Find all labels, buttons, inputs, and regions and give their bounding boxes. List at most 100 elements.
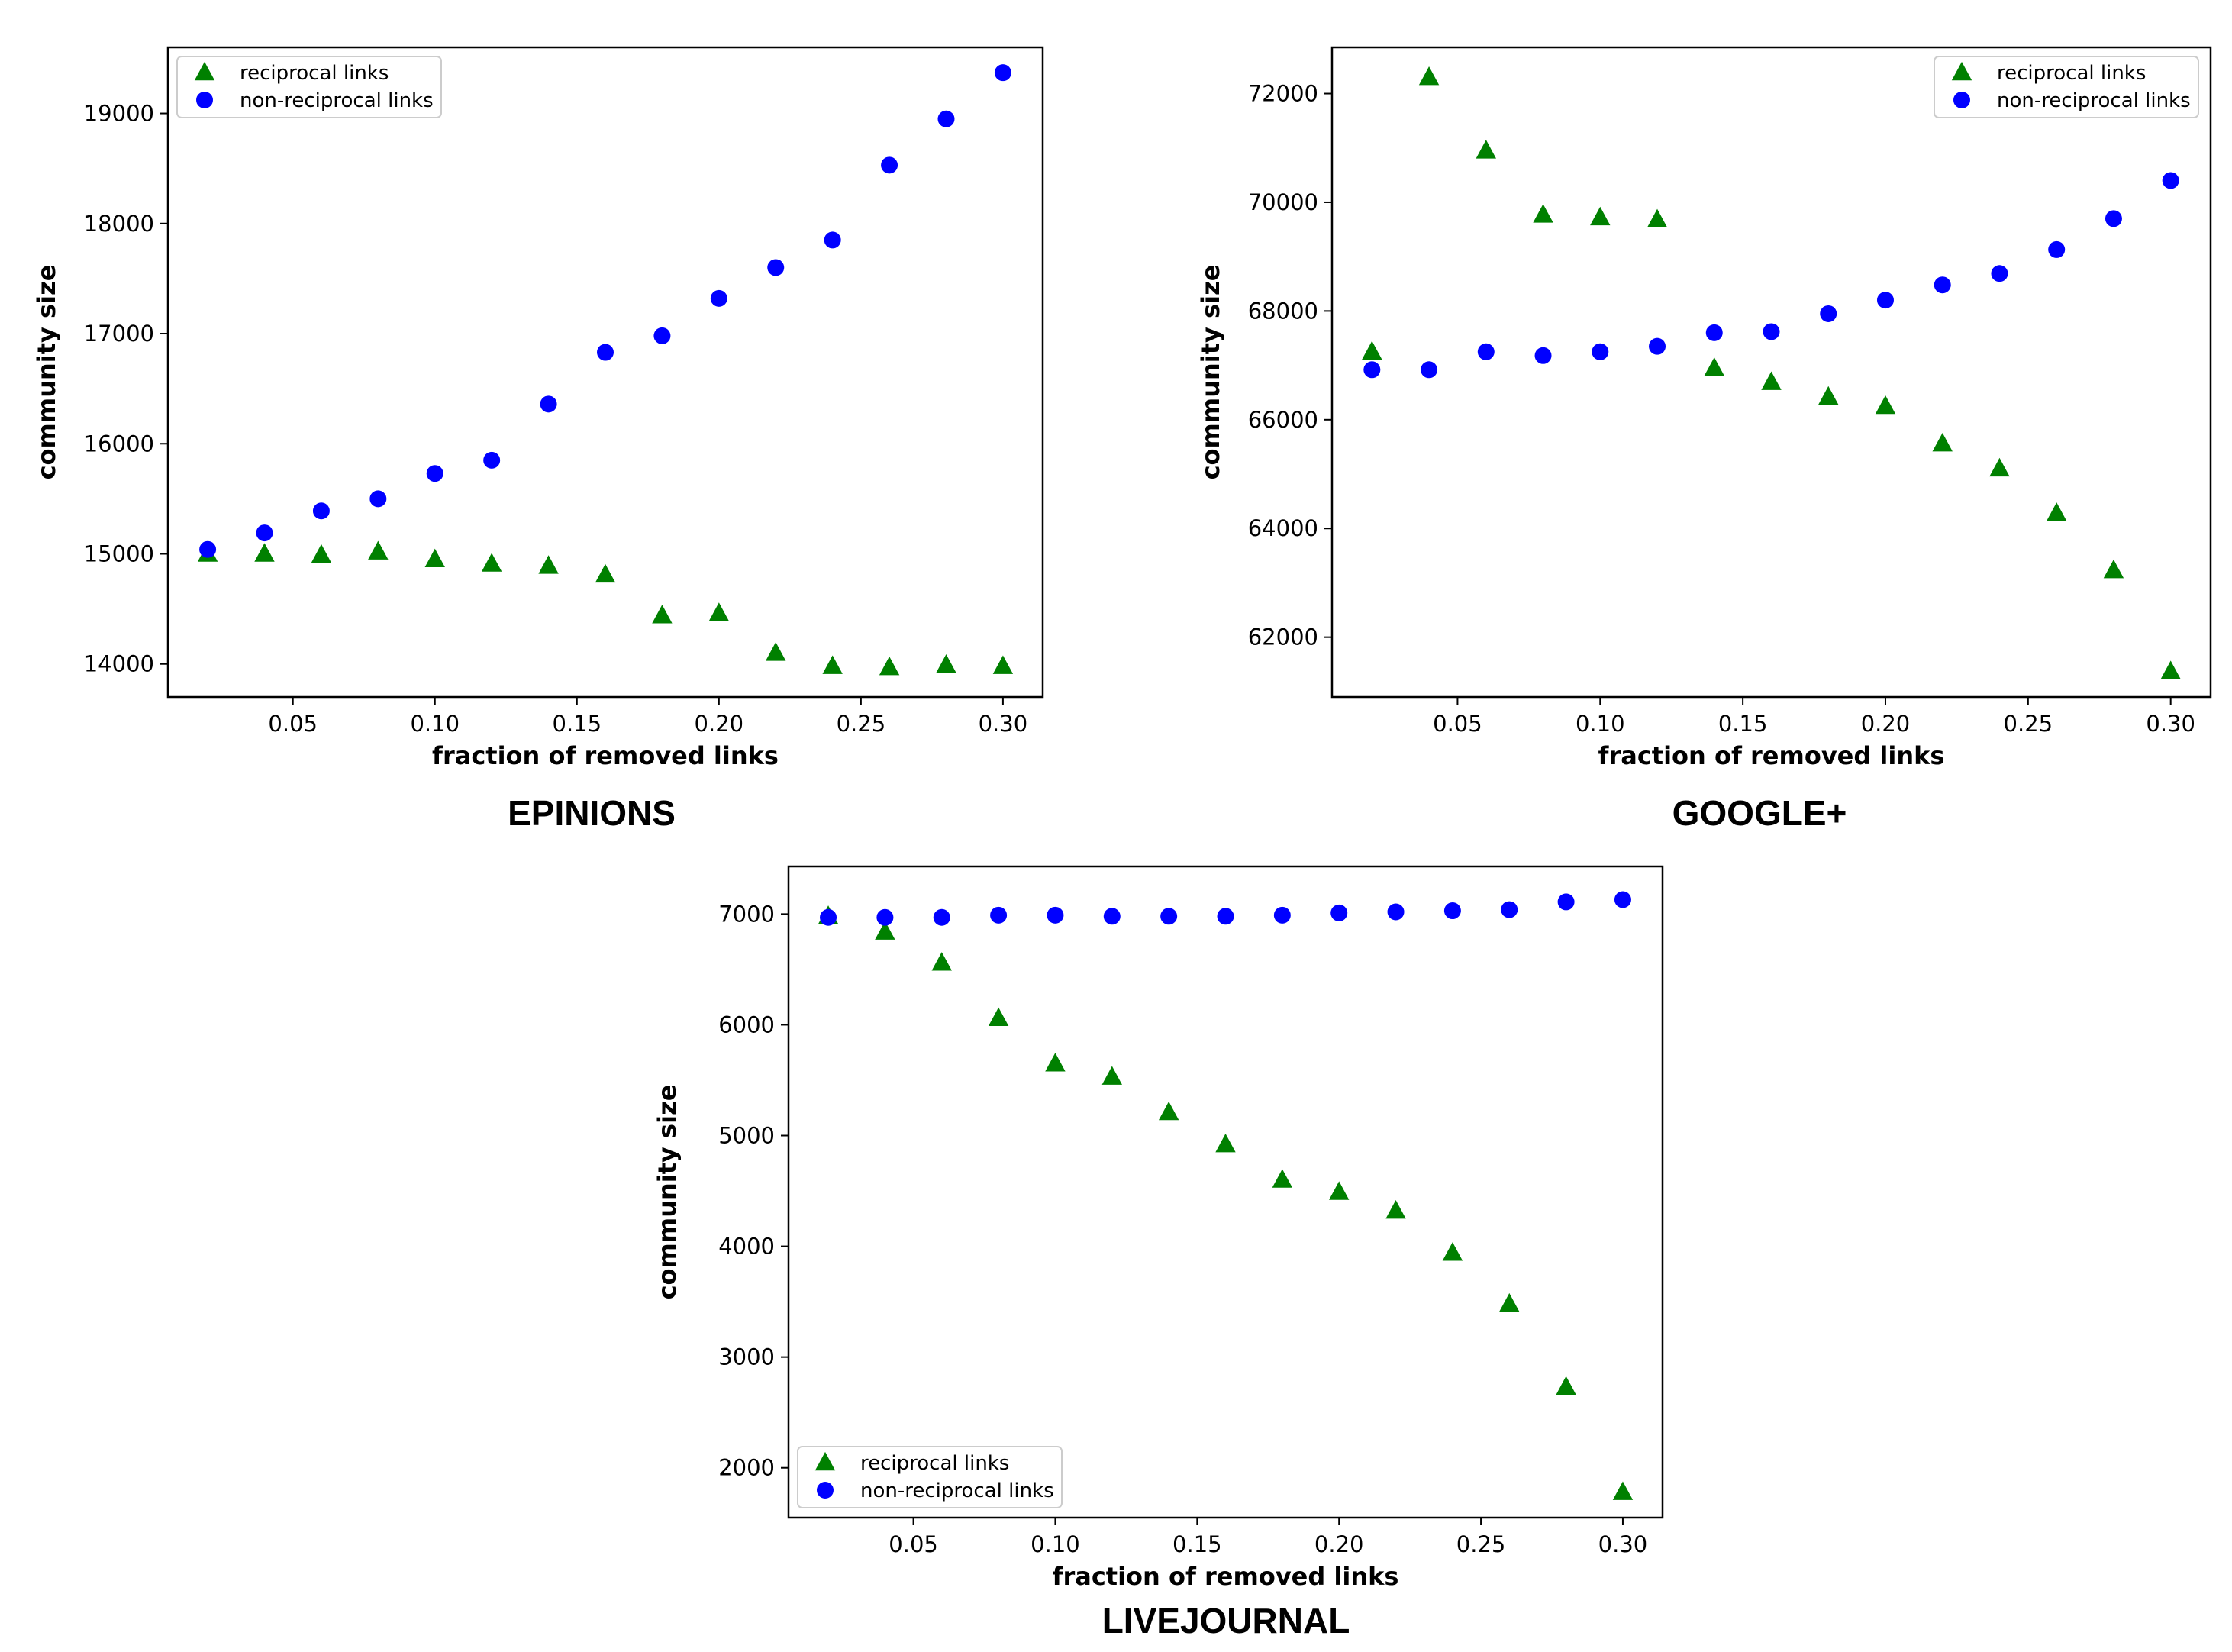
y-tick-label: 3000 [718,1344,775,1370]
data-point-non-reciprocal [1103,908,1121,925]
data-point-reciprocal [766,642,786,661]
data-point-reciprocal [1442,1242,1463,1261]
data-point-reciprocal [424,548,445,567]
x-tick-label: 0.25 [1456,1531,1506,1557]
data-point-non-reciprocal [1934,276,1951,294]
y-axis-label: community size [653,1085,682,1300]
y-tick-label: 62000 [1248,624,1318,650]
data-point-reciprocal [2103,559,2124,579]
data-point-non-reciprocal [994,64,1011,82]
x-axis-label: fraction of removed links [1598,741,1945,770]
data-point-reciprocal [1556,1376,1576,1395]
data-point-non-reciprocal [1363,361,1381,379]
data-point-reciprocal [254,543,275,562]
data-point-non-reciprocal [1820,305,1837,322]
data-point-non-reciprocal [1592,343,1609,360]
x-tick-label: 0.05 [1433,711,1482,737]
chart-title: LIVEJOURNAL [1102,1601,1350,1641]
x-tick-label: 0.30 [1598,1531,1648,1557]
x-tick-label: 0.10 [1031,1531,1080,1557]
y-tick-label: 19000 [84,101,154,127]
x-tick-label: 0.30 [2146,711,2195,737]
data-point-reciprocal [1590,206,1611,226]
y-tick-label: 4000 [718,1234,775,1260]
data-point-non-reciprocal [1217,908,1234,925]
data-point-non-reciprocal [1649,337,1666,355]
data-point-reciprocal [368,540,389,560]
legend-label: non-reciprocal links [1997,89,2191,112]
y-tick-label: 6000 [718,1012,775,1037]
data-point-non-reciprocal [820,908,837,926]
data-point-non-reciprocal [2105,210,2122,227]
legend-box [176,56,442,118]
x-tick-label: 0.10 [410,711,460,737]
x-tick-label: 0.25 [2004,711,2053,737]
x-axis-label: fraction of removed links [432,741,779,770]
y-tick-label: 70000 [1248,189,1318,215]
legend-label: reciprocal links [860,1452,1009,1475]
y-tick-label: 64000 [1248,515,1318,541]
y-tick-label: 5000 [718,1123,775,1149]
data-point-non-reciprocal [767,259,785,276]
data-point-non-reciprocal [483,451,501,469]
data-point-non-reciprocal [990,906,1008,924]
x-tick-label: 0.15 [1172,1531,1222,1557]
data-point-reciprocal [1476,140,1496,159]
data-point-non-reciprocal [1330,904,1348,921]
data-point-non-reciprocal [1534,347,1552,364]
data-point-reciprocal [1499,1292,1520,1312]
data-point-reciprocal [708,602,730,621]
data-point-non-reciprocal [1273,906,1291,924]
data-point-reciprocal [1045,1053,1066,1072]
legend-box [797,1446,1063,1508]
data-point-reciprocal [1533,204,1553,223]
legend-label: reciprocal links [1997,62,2146,85]
data-point-reciprocal [936,654,956,673]
legend-label: reciprocal links [240,62,389,85]
x-tick-label: 0.05 [268,711,318,737]
data-point-reciprocal [992,655,1014,674]
data-point-reciprocal [1932,433,1953,452]
x-tick-label: 0.20 [695,711,744,737]
data-point-reciprocal [1158,1101,1179,1121]
plot-frame [166,46,1044,699]
data-point-non-reciprocal [824,231,841,249]
data-point-reciprocal [875,921,895,940]
legend-marker-circle [196,92,213,108]
data-point-non-reciprocal [1557,893,1575,911]
data-point-non-reciprocal [1876,292,1894,309]
data-point-non-reciprocal [369,490,387,508]
data-point-non-reciprocal [2162,172,2179,189]
data-point-non-reciprocal [199,540,217,558]
legend-box [1934,56,2199,118]
legend-label: non-reciprocal links [240,89,434,112]
data-point-non-reciprocal [653,327,671,344]
data-point-non-reciprocal [1047,906,1064,924]
data-point-reciprocal [931,952,952,971]
data-point-reciprocal [652,605,673,624]
data-point-non-reciprocal [876,908,894,926]
data-point-reciprocal [822,655,843,674]
x-tick-label: 0.20 [1314,1531,1364,1557]
data-point-reciprocal [1418,66,1440,86]
data-point-non-reciprocal [1501,901,1518,918]
y-axis-label: community size [1196,265,1225,480]
x-tick-label: 0.25 [837,711,886,737]
data-point-non-reciprocal [933,908,950,926]
legend-marker-circle [1953,92,1970,108]
chart-livejournal: 0.05 0.10 0.15 0.20 0.25 0.30 2000 3000 4000 5000… [653,865,1664,1641]
data-point-reciprocal [1647,208,1668,228]
data-point-reciprocal [538,555,559,574]
legend-label: non-reciprocal links [860,1479,1054,1502]
x-tick-label: 0.15 [1718,711,1768,737]
x-tick-label: 0.20 [1861,711,1911,737]
data-point-reciprocal [879,656,900,676]
y-tick-label: 18000 [84,211,154,237]
y-tick-label: 16000 [84,431,154,457]
data-point-reciprocal [1704,357,1724,376]
y-axis-label: community size [32,265,61,480]
data-point-reciprocal [1215,1133,1236,1153]
y-tick-label: 15000 [84,540,154,566]
y-tick-label: 2000 [718,1455,775,1481]
